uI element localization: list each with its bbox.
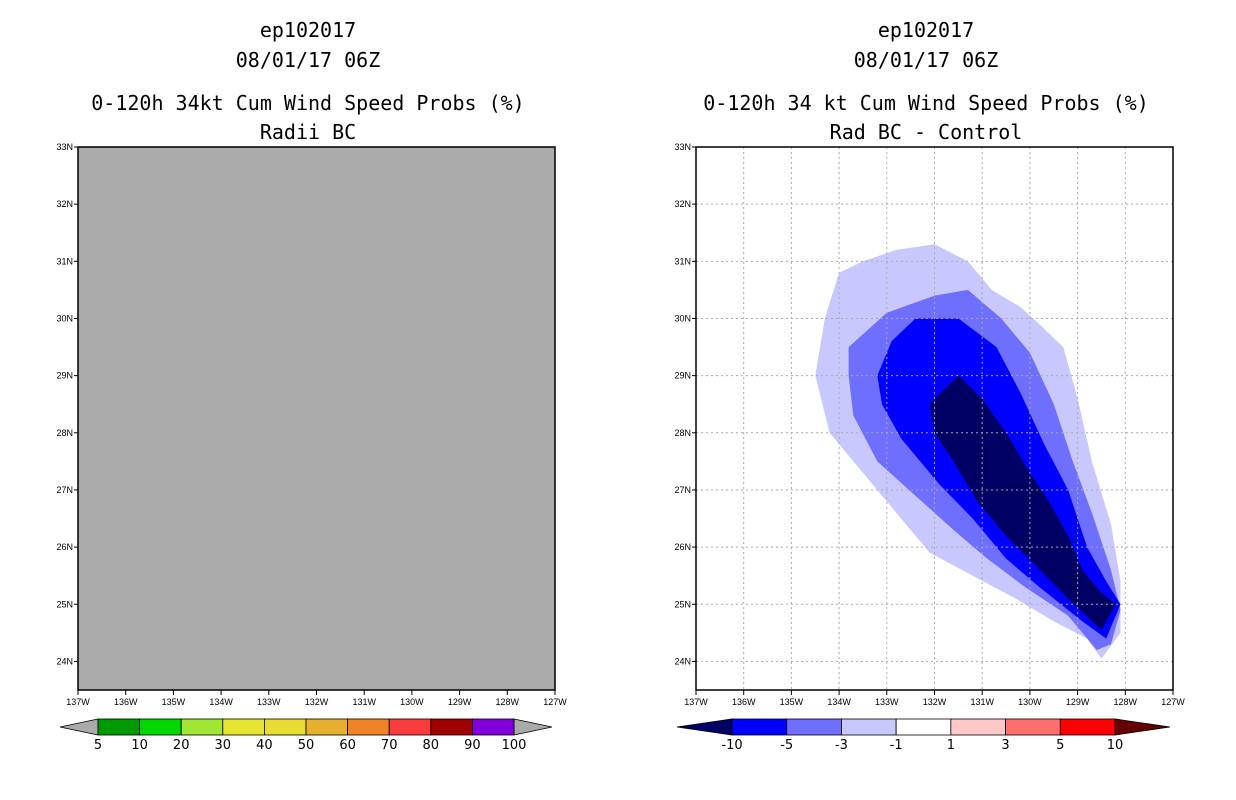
y-tick-label: 28N xyxy=(674,428,691,438)
y-tick-label: 27N xyxy=(674,485,691,495)
colorbar-high-triangle xyxy=(513,718,553,736)
y-tick-label: 30N xyxy=(674,313,691,323)
right-subtitle: Rad BC - Control xyxy=(829,120,1023,144)
colorbar-low-triangle xyxy=(676,718,733,736)
x-tick-label: 132W xyxy=(305,697,329,707)
colorbar-box xyxy=(950,718,1006,736)
x-tick-label: 128W xyxy=(1114,697,1138,707)
y-tick-label: 29N xyxy=(674,371,691,381)
colorbar-box xyxy=(347,718,390,736)
colorbar-label: 10 xyxy=(131,738,148,753)
y-tick-label: 33N xyxy=(674,142,691,152)
colorbar-label: 100 xyxy=(502,738,527,753)
y-tick-label: 31N xyxy=(56,256,73,266)
colorbar-box xyxy=(1005,718,1061,736)
colorbar-box xyxy=(139,718,182,736)
x-tick-label: 134W xyxy=(827,697,851,707)
colorbar-box xyxy=(786,718,842,736)
right-storm-id: ep102017 xyxy=(877,18,975,42)
y-tick-label: 27N xyxy=(56,485,73,495)
y-tick-label: 30N xyxy=(56,313,73,323)
left-chart: 137W 136W 135W 134W 133W 132W 131W 130W 129W 128W… xyxy=(56,142,567,707)
x-tick-label: 135W xyxy=(162,697,186,707)
y-tick-label: 25N xyxy=(56,599,73,609)
colorbar-box xyxy=(430,718,473,736)
y-tick-label: 29N xyxy=(56,371,73,381)
left-subtitle: Radii BC xyxy=(259,120,357,144)
left-title: 0-120h 34kt Cum Wind Speed Probs (%) xyxy=(91,91,525,115)
x-tick-label: 136W xyxy=(114,697,138,707)
x-tick-label: 128W xyxy=(496,697,520,707)
y-tick-label: 24N xyxy=(674,656,691,666)
colorbar-label: -5 xyxy=(780,738,793,753)
x-tick-label: 133W xyxy=(875,697,899,707)
colorbar-label: 60 xyxy=(339,738,356,753)
x-tick-label: 132W xyxy=(923,697,947,707)
left-storm-id: ep102017 xyxy=(259,18,357,42)
y-tick-label: 28N xyxy=(56,428,73,438)
colorbar-box xyxy=(180,718,224,736)
plot-field-uniform xyxy=(78,147,555,690)
x-tick-label: 130W xyxy=(1018,697,1042,707)
colorbar-box xyxy=(388,718,432,736)
x-tick-label: 130W xyxy=(400,697,424,707)
colorbar-label: 20 xyxy=(173,738,190,753)
colorbar-label: 3 xyxy=(1001,738,1009,753)
colorbar-label: 5 xyxy=(1056,738,1064,753)
x-tick-label: 129W xyxy=(1066,697,1090,707)
y-tick-label: 32N xyxy=(674,199,691,209)
y-tick-label: 32N xyxy=(56,199,73,209)
colorbar-label: 5 xyxy=(94,738,102,753)
x-tick-label: 136W xyxy=(732,697,756,707)
colorbar-label: 80 xyxy=(423,738,440,753)
x-tick-label: 131W xyxy=(352,697,376,707)
colorbar-label: -10 xyxy=(721,738,742,753)
colorbar-box xyxy=(222,718,265,736)
right-title: 0-120h 34 kt Cum Wind Speed Probs (%) xyxy=(703,91,1149,115)
colorbar-high-triangle xyxy=(1114,718,1171,736)
colorbar-box xyxy=(471,718,515,736)
x-tick-label: 127W xyxy=(543,697,567,707)
colorbar-box xyxy=(263,718,307,736)
left-datetime: 08/01/17 06Z xyxy=(235,48,381,72)
colorbar-box xyxy=(305,718,348,736)
y-tick-label: 31N xyxy=(674,256,691,266)
colorbar-label: 70 xyxy=(381,738,398,753)
colorbar-label: 50 xyxy=(298,738,315,753)
x-tick-label: 133W xyxy=(257,697,281,707)
colorbar-box xyxy=(895,718,952,736)
y-tick-label: 25N xyxy=(674,599,691,609)
colorbar-label: 40 xyxy=(256,738,273,753)
colorbar-box xyxy=(841,718,897,736)
colorbar-box xyxy=(97,718,140,736)
right-colorbar: -10 -5 -3 -1 1 3 5 10 xyxy=(676,718,1171,753)
left-colorbar: 5 10 20 30 40 50 60 70 80 90 100 xyxy=(59,718,553,753)
colorbar-label: -1 xyxy=(890,738,903,753)
colorbar-box xyxy=(731,718,788,736)
colorbar-label: -3 xyxy=(835,738,848,753)
x-tick-label: 135W xyxy=(780,697,804,707)
colorbar-low-triangle xyxy=(59,718,99,736)
y-tick-label: 24N xyxy=(56,656,73,666)
y-tick-label: 33N xyxy=(56,142,73,152)
x-tick-label: 129W xyxy=(448,697,472,707)
colorbar-label: 1 xyxy=(947,738,955,753)
x-tick-label: 127W xyxy=(1161,697,1185,707)
y-tick-label: 26N xyxy=(674,542,691,552)
contour-3 xyxy=(929,375,1116,630)
y-tick-label: 26N xyxy=(56,542,73,552)
x-tick-label: 137W xyxy=(66,697,90,707)
x-tick-label: 137W xyxy=(684,697,708,707)
right-chart: 137W 136W 135W 134W 133W 132W 131W 130W 129W 128W… xyxy=(674,142,1185,707)
colorbar-label: 10 xyxy=(1107,738,1124,753)
colorbar-box xyxy=(1059,718,1116,736)
colorbar-label: 30 xyxy=(215,738,232,753)
right-datetime: 08/01/17 06Z xyxy=(853,48,999,72)
x-tick-label: 131W xyxy=(970,697,994,707)
colorbar-label: 90 xyxy=(464,738,481,753)
x-tick-label: 134W xyxy=(209,697,233,707)
